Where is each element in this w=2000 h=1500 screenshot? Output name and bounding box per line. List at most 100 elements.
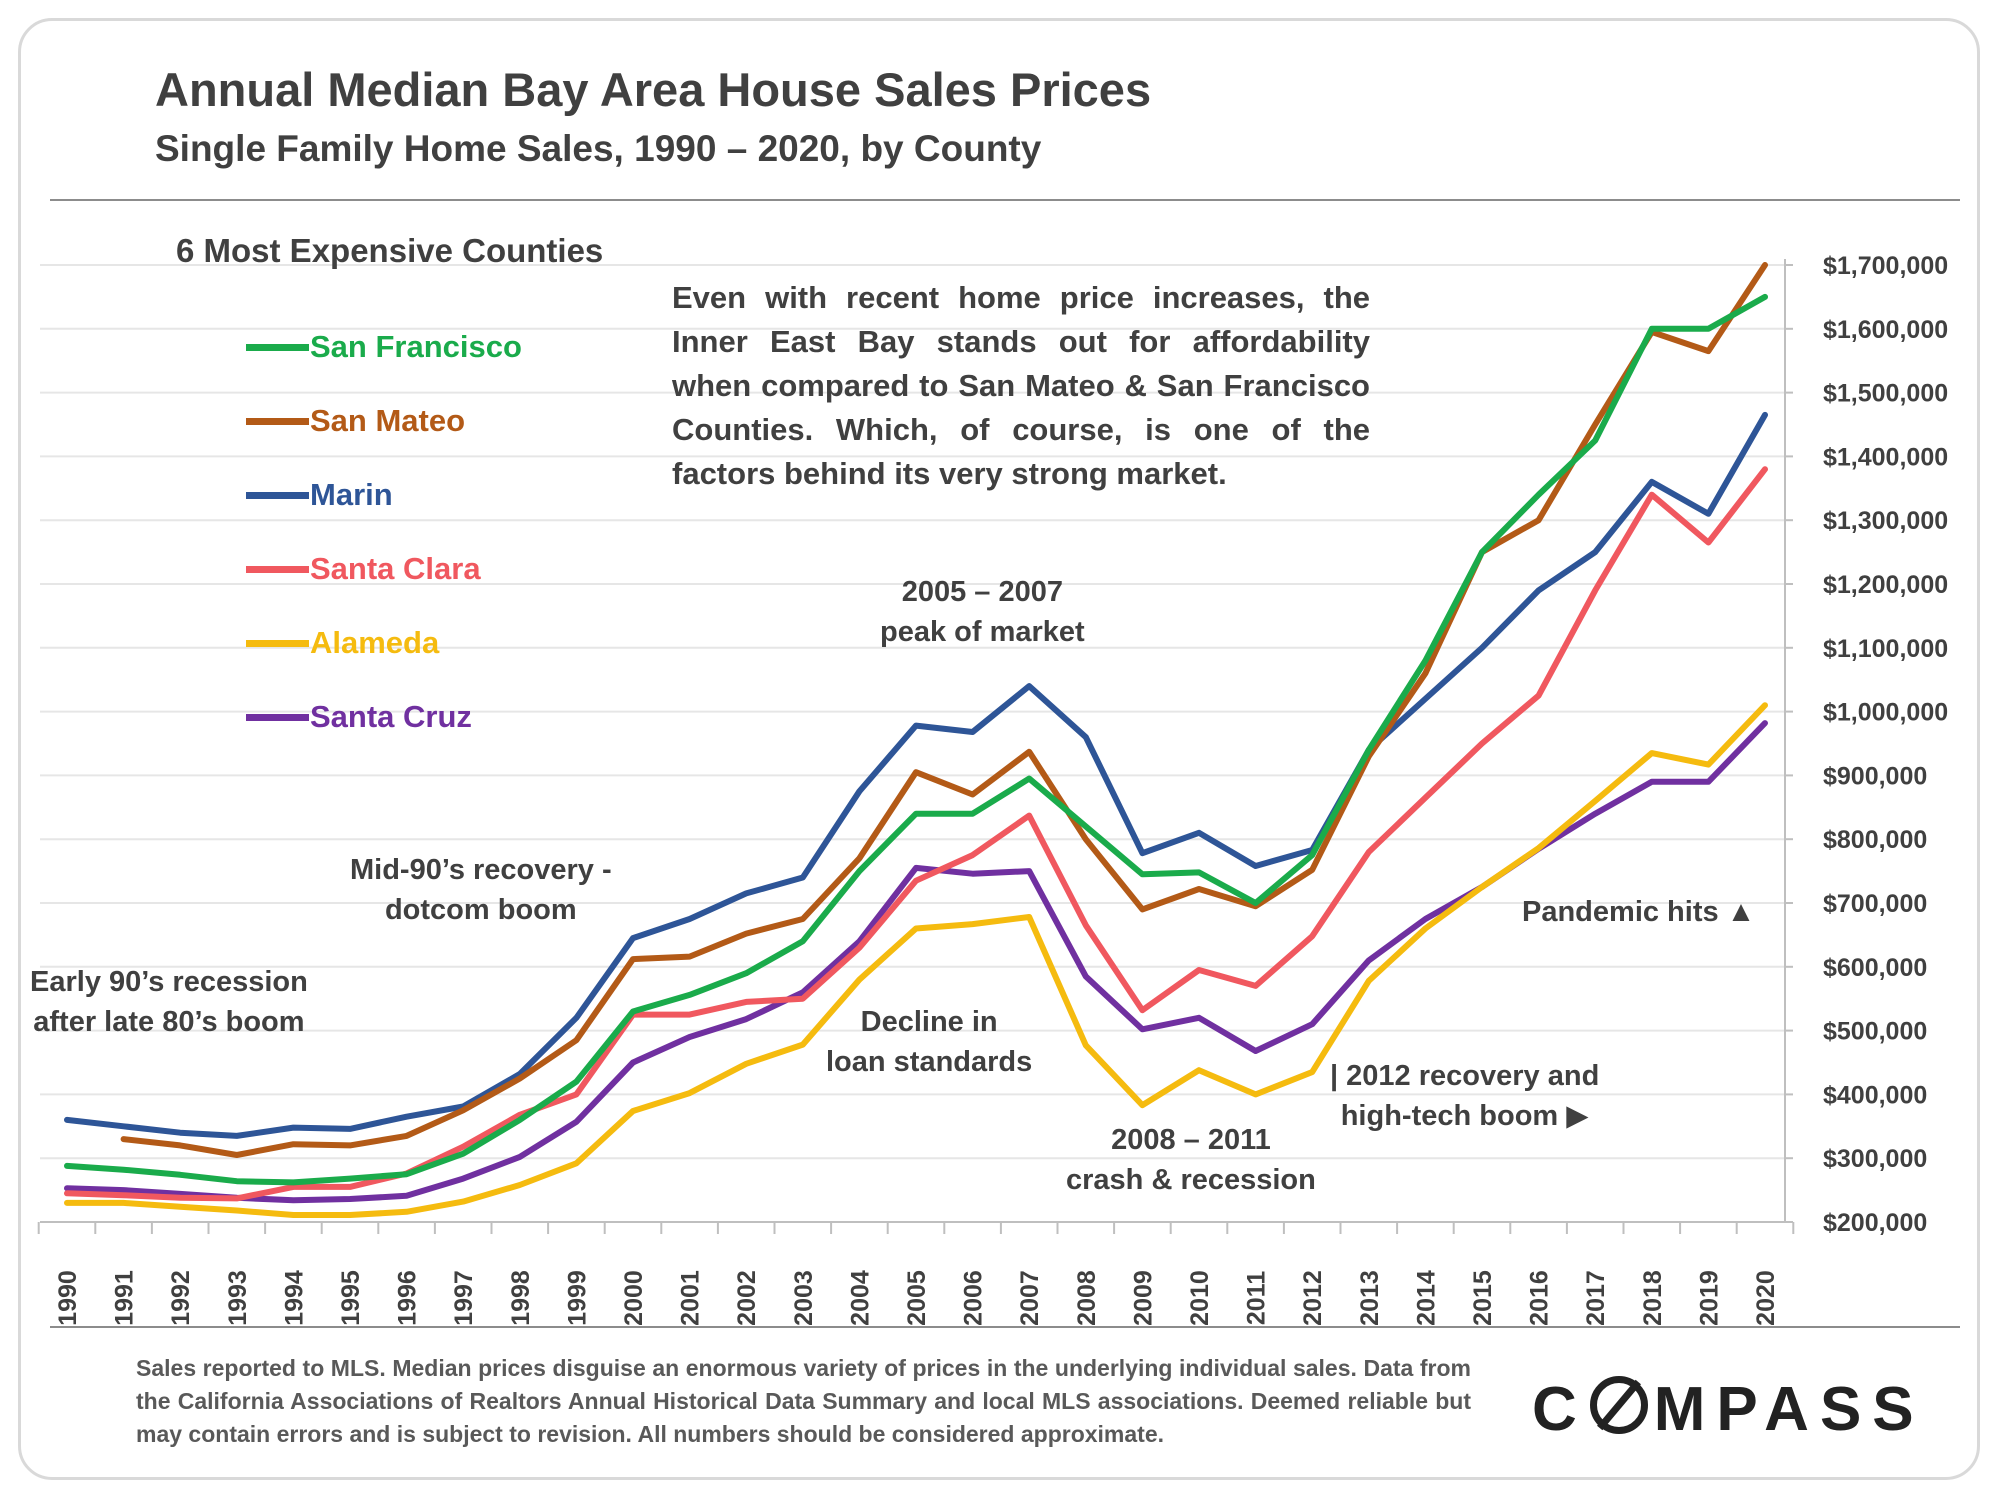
legend-label: Santa Clara bbox=[310, 551, 481, 586]
x-tick-label: 2001 bbox=[677, 1270, 705, 1326]
footer-note: Sales reported to MLS. Median prices dis… bbox=[136, 1355, 1471, 1447]
y-tick-label: $1,200,000 bbox=[1823, 571, 1948, 599]
gridlines bbox=[40, 264, 1785, 1160]
chart-title: Annual Median Bay Area House Sales Price… bbox=[155, 63, 1152, 116]
y-tick-label: $200,000 bbox=[1823, 1209, 1927, 1237]
y-tick-label: $1,000,000 bbox=[1823, 699, 1948, 727]
x-tick-label: 1993 bbox=[224, 1270, 252, 1326]
x-tick-label: 2011 bbox=[1243, 1271, 1271, 1325]
annotation-line: after late 80’s boom bbox=[33, 1006, 305, 1038]
axes bbox=[37, 259, 1795, 1234]
x-tick-label: 1994 bbox=[280, 1270, 308, 1326]
series-line-san-francisco bbox=[64, 293, 1768, 1186]
annotation-pandemic: Pandemic hits ▲ bbox=[1522, 896, 1756, 928]
y-tick-label: $400,000 bbox=[1823, 1081, 1927, 1109]
header-divider bbox=[50, 199, 1960, 201]
x-tick-label: 2020 bbox=[1752, 1270, 1780, 1326]
x-tick-label: 2005 bbox=[903, 1270, 931, 1326]
y-tick-label: $600,000 bbox=[1823, 954, 1927, 982]
y-tick-label: $700,000 bbox=[1823, 890, 1927, 918]
x-tick-label: 1992 bbox=[167, 1270, 195, 1326]
legend-label: San Mateo bbox=[310, 403, 466, 438]
x-tick-label: 1991 bbox=[111, 1270, 139, 1326]
callout-text: Even with recent home price increases, t… bbox=[672, 280, 1370, 491]
x-tick-label: 2016 bbox=[1526, 1270, 1554, 1326]
annotation-crash: 2008 – 2011 crash & recession bbox=[1066, 1120, 1316, 1200]
x-tick-label: 1995 bbox=[337, 1270, 365, 1326]
annotation-line: Decline in bbox=[860, 1006, 998, 1038]
x-tick-label: 2008 bbox=[1073, 1270, 1101, 1326]
annotation-early-90s: Early 90’s recession after late 80’s boo… bbox=[30, 962, 308, 1042]
x-tick-label: 2013 bbox=[1356, 1270, 1384, 1326]
legend-swatch bbox=[246, 565, 309, 573]
y-tick-label: $500,000 bbox=[1823, 1018, 1927, 1046]
annotation-line: loan standards bbox=[826, 1046, 1033, 1078]
annotation-line: 2008 – 2011 bbox=[1111, 1124, 1271, 1156]
x-tick-label: 2007 bbox=[1016, 1270, 1044, 1326]
x-tick-label: 2009 bbox=[1129, 1270, 1157, 1326]
y-tick-label: $1,400,000 bbox=[1823, 443, 1948, 471]
annotation-2012-recovery: | 2012 recovery and high-tech boom ▶ bbox=[1330, 1056, 1599, 1136]
x-tick-label: 2000 bbox=[620, 1270, 648, 1326]
y-tick-label: $300,000 bbox=[1823, 1145, 1927, 1173]
y-tick-label: $1,100,000 bbox=[1823, 635, 1948, 663]
annotation-line: 2005 – 2007 bbox=[901, 576, 1063, 608]
x-tick-label: 2006 bbox=[960, 1270, 988, 1326]
y-tick-label: $1,300,000 bbox=[1823, 507, 1948, 535]
x-tick-label: 2015 bbox=[1469, 1270, 1497, 1326]
x-tick-label: 1999 bbox=[563, 1270, 591, 1326]
series-line-alameda bbox=[64, 702, 1768, 1218]
y-tick-label: $800,000 bbox=[1823, 826, 1927, 854]
compass-o-icon bbox=[1589, 1376, 1648, 1434]
x-tick-label: 1997 bbox=[450, 1270, 478, 1326]
annotation-line: Early 90’s recession bbox=[30, 966, 308, 998]
legend-item-santa-cruz: Santa Cruz bbox=[246, 697, 472, 737]
x-tick-label: 2019 bbox=[1695, 1270, 1723, 1326]
legend-title: 6 Most Expensive Counties bbox=[176, 232, 604, 269]
legend-item-santa-clara: Santa Clara bbox=[246, 549, 481, 589]
x-tick-label: 2004 bbox=[846, 1270, 874, 1326]
legend-label: San Francisco bbox=[310, 329, 522, 364]
line-chart: $200,000 $300,000 $400,000 $500,000 $600,000… bbox=[37, 252, 1948, 1326]
series-line-marin bbox=[64, 411, 1768, 1139]
legend-swatch bbox=[246, 713, 309, 721]
series-line-santa-clara bbox=[64, 466, 1768, 1202]
y-tick-label: $900,000 bbox=[1823, 762, 1927, 790]
annotation-line: crash & recession bbox=[1066, 1164, 1316, 1196]
annotation-decline: Decline in loan standards bbox=[826, 1002, 1032, 1082]
x-tick-label: 2018 bbox=[1639, 1270, 1667, 1326]
legend-swatch bbox=[246, 417, 309, 425]
x-tick-label: 1998 bbox=[507, 1270, 535, 1326]
legend-item-san-mateo: San Mateo bbox=[246, 401, 465, 441]
legend-swatch bbox=[246, 343, 309, 351]
annotation-line: Mid-90’s recovery - bbox=[350, 854, 612, 886]
chart-subtitle: Single Family Home Sales, 1990 – 2020, b… bbox=[155, 128, 1042, 169]
x-tick-label: 2010 bbox=[1186, 1270, 1214, 1326]
annotation-line: high-tech boom ▶ bbox=[1340, 1100, 1589, 1132]
annotation-line: | 2012 recovery and bbox=[1330, 1060, 1600, 1092]
footer-divider bbox=[50, 1326, 1960, 1328]
x-tick-label: 2012 bbox=[1299, 1270, 1327, 1326]
annotation-line: peak of market bbox=[880, 616, 1085, 648]
tick-labels: $200,000 $300,000 $400,000 $500,000 $600,000… bbox=[54, 252, 1948, 1326]
x-tick-label: 1996 bbox=[394, 1270, 422, 1326]
legend-item-san-francisco: San Francisco bbox=[246, 327, 522, 367]
series-lines bbox=[64, 262, 1768, 1218]
x-tick-label: 2014 bbox=[1412, 1270, 1440, 1326]
x-tick-label: 2017 bbox=[1582, 1270, 1610, 1326]
x-tick-label: 2002 bbox=[733, 1270, 761, 1326]
x-tick-label: 2003 bbox=[790, 1270, 818, 1326]
chart-card bbox=[18, 18, 1980, 1480]
y-tick-label: $1,600,000 bbox=[1823, 316, 1948, 344]
legend-swatch bbox=[246, 491, 309, 499]
legend-swatch bbox=[246, 639, 309, 647]
y-tick-label: $1,500,000 bbox=[1823, 380, 1948, 408]
legend-item-alameda: Alameda bbox=[246, 623, 439, 663]
annotation-mid-90s: Mid-90’s recovery - dotcom boom bbox=[350, 850, 612, 930]
compass-logo: C MPASS bbox=[1532, 1375, 1925, 1444]
legend-label: Alameda bbox=[310, 625, 440, 660]
legend-item-marin: Marin bbox=[246, 475, 393, 515]
legend-label: Marin bbox=[310, 477, 393, 512]
annotation-line: dotcom boom bbox=[384, 894, 577, 926]
legend-label: Santa Cruz bbox=[310, 699, 472, 734]
